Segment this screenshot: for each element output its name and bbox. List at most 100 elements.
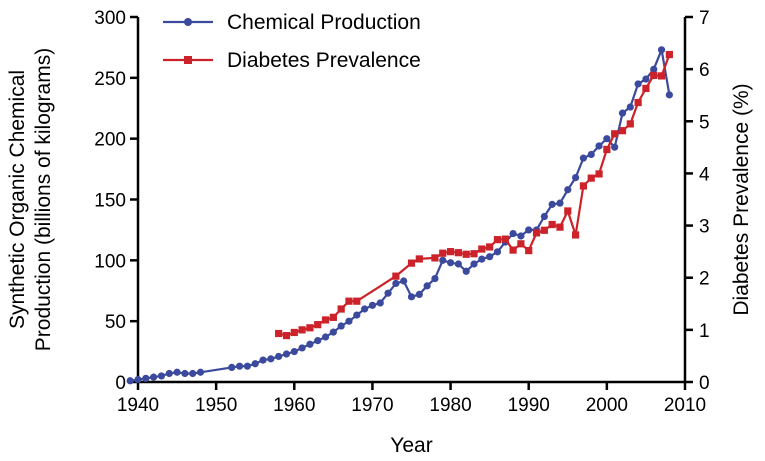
- data-point: [361, 305, 369, 313]
- data-point: [657, 72, 666, 80]
- data-point: [634, 80, 642, 88]
- data-point: [556, 199, 564, 207]
- data-point: [595, 170, 603, 178]
- data-point: [486, 243, 494, 251]
- data-point: [267, 355, 275, 363]
- data-point: [626, 103, 634, 111]
- data-point: [306, 324, 314, 332]
- data-point: [150, 373, 158, 381]
- x-tick-label: 1990: [508, 395, 550, 416]
- y-left-axis-title-line1: Synthetic Organic Chemical: [6, 70, 29, 329]
- y-right-tick-label: 0: [699, 373, 710, 394]
- data-point: [525, 247, 533, 255]
- data-point: [642, 84, 650, 93]
- data-point: [454, 249, 462, 257]
- data-point: [439, 256, 447, 264]
- data-point: [415, 290, 423, 298]
- data-point: [329, 328, 337, 336]
- data-point: [142, 374, 150, 382]
- legend-swatch-marker: [184, 18, 192, 26]
- data-point: [493, 236, 502, 244]
- series-line: [278, 54, 671, 337]
- data-point: [189, 369, 197, 378]
- data-point: [173, 368, 181, 376]
- data-point: [509, 246, 517, 254]
- data-point: [650, 71, 658, 79]
- data-point: [462, 250, 470, 258]
- data-point: [259, 356, 267, 364]
- series-line: [130, 48, 671, 382]
- y-left-tick-label: 250: [94, 69, 126, 90]
- data-point: [368, 301, 377, 309]
- data-point: [665, 91, 673, 99]
- data-point: [275, 352, 283, 361]
- legend: Chemical Production Diabetes Prevalence: [163, 11, 421, 72]
- data-point: [392, 279, 400, 288]
- data-point: [400, 277, 408, 285]
- legend-label: Diabetes Prevalence: [227, 49, 421, 72]
- y-left-tick-label: 100: [94, 251, 126, 272]
- data-point: [321, 333, 330, 341]
- legend-label: Chemical Production: [227, 11, 421, 34]
- y-right-tick-label: 2: [699, 269, 710, 290]
- data-point: [454, 260, 462, 268]
- x-tick-label: 1950: [195, 395, 237, 416]
- data-point: [345, 297, 353, 305]
- data-point: [439, 249, 447, 257]
- legend-item: Diabetes Prevalence: [163, 49, 421, 72]
- data-point: [517, 240, 525, 248]
- data-point: [611, 130, 619, 138]
- data-point: [540, 226, 548, 234]
- data-point: [564, 207, 572, 215]
- y-left-tick-label: 200: [94, 130, 126, 151]
- data-point: [579, 154, 588, 162]
- data-point: [384, 289, 392, 297]
- legend-item: Chemical Production: [163, 11, 421, 34]
- y-right-tick-label: 5: [699, 112, 710, 133]
- data-point: [493, 248, 502, 256]
- data-point: [228, 363, 236, 371]
- data-point: [470, 260, 478, 268]
- data-point: [618, 109, 627, 117]
- data-point: [634, 98, 642, 107]
- data-point: [532, 229, 541, 237]
- data-point: [314, 321, 322, 329]
- data-point: [290, 328, 298, 337]
- data-point: [157, 372, 166, 380]
- data-point: [626, 120, 634, 128]
- y-right-tick-label: 1: [699, 321, 710, 342]
- x-tick-label: 1970: [351, 395, 393, 416]
- data-point: [611, 143, 619, 151]
- data-point: [314, 337, 322, 345]
- data-point: [595, 142, 603, 150]
- data-point: [618, 127, 627, 135]
- data-point: [657, 46, 666, 54]
- data-point: [235, 362, 244, 370]
- data-point: [407, 259, 416, 267]
- data-point: [446, 248, 455, 256]
- data-point: [196, 368, 205, 376]
- data-point: [587, 174, 595, 182]
- x-tick-label: 1960: [273, 395, 315, 416]
- data-point: [564, 186, 572, 194]
- data-point: [478, 255, 486, 263]
- data-point: [501, 235, 509, 243]
- data-point: [462, 267, 470, 275]
- series-2: [275, 50, 673, 340]
- data-point: [525, 226, 533, 234]
- data-point: [431, 254, 439, 262]
- data-point: [251, 360, 259, 368]
- data-point: [548, 200, 556, 208]
- y-right-tick-label: 3: [699, 217, 710, 238]
- data-point: [587, 150, 595, 159]
- data-point: [282, 350, 291, 358]
- data-point: [353, 297, 361, 305]
- data-point: [298, 344, 306, 352]
- y-left-tick-label: 50: [105, 312, 126, 333]
- data-point: [478, 245, 486, 253]
- x-axis-title: Year: [390, 434, 432, 457]
- data-point: [353, 311, 361, 319]
- data-point: [603, 145, 611, 154]
- y-left-tick-label: 300: [94, 8, 126, 29]
- x-tick-label: 2000: [586, 395, 628, 416]
